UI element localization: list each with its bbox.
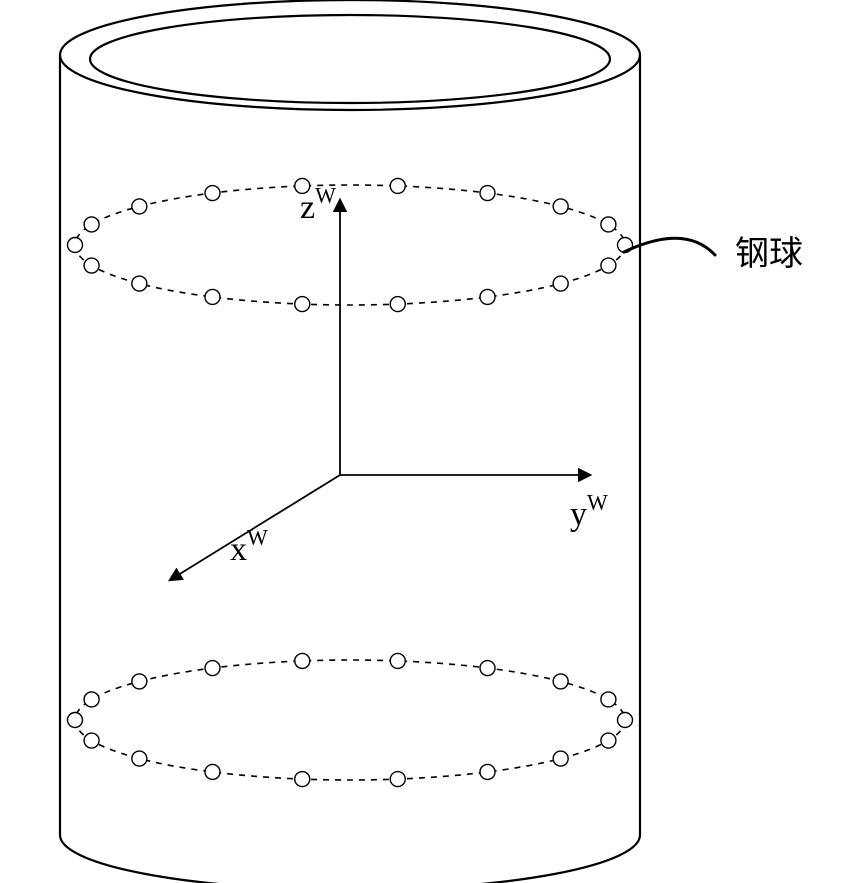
steel-bead bbox=[295, 653, 310, 668]
callout-leader bbox=[624, 238, 715, 255]
steel-bead bbox=[601, 258, 616, 273]
steel-bead bbox=[553, 276, 568, 291]
steel-bead bbox=[132, 751, 147, 766]
steel-bead bbox=[601, 217, 616, 232]
diagram-canvas: zW yW xW 钢球 bbox=[0, 0, 845, 883]
callout-label: 钢球 bbox=[735, 236, 803, 273]
steel-bead bbox=[601, 733, 616, 748]
steel-bead bbox=[480, 186, 495, 201]
steel-bead bbox=[84, 258, 99, 273]
steel-bead bbox=[295, 297, 310, 312]
steel-bead bbox=[390, 297, 405, 312]
steel-bead bbox=[295, 772, 310, 787]
steel-bead bbox=[84, 217, 99, 232]
steel-bead bbox=[84, 733, 99, 748]
steel-bead bbox=[553, 751, 568, 766]
bead-rings bbox=[68, 178, 633, 786]
steel-bead bbox=[601, 692, 616, 707]
y-axis-label: yW bbox=[570, 490, 608, 533]
steel-bead bbox=[390, 772, 405, 787]
steel-bead bbox=[553, 674, 568, 689]
steel-bead bbox=[132, 276, 147, 291]
coordinate-axes: zW yW xW bbox=[170, 183, 608, 580]
steel-bead bbox=[205, 661, 220, 676]
steel-bead bbox=[480, 289, 495, 304]
steel-bead bbox=[205, 764, 220, 779]
steel-bead bbox=[618, 713, 633, 728]
steel-bead bbox=[132, 199, 147, 214]
steel-bead bbox=[205, 289, 220, 304]
steel-bead bbox=[553, 199, 568, 214]
z-axis-label: zW bbox=[300, 183, 336, 226]
bead-ring-ellipse bbox=[75, 185, 625, 305]
steel-bead bbox=[205, 186, 220, 201]
steel-bead bbox=[84, 692, 99, 707]
steel-bead bbox=[390, 178, 405, 193]
steel-bead bbox=[68, 238, 83, 253]
steel-bead bbox=[390, 653, 405, 668]
steel-bead bbox=[68, 713, 83, 728]
callout: 钢球 bbox=[624, 236, 803, 273]
steel-bead bbox=[132, 674, 147, 689]
steel-bead bbox=[480, 661, 495, 676]
x-axis-label: xW bbox=[230, 525, 268, 568]
cylinder-outline bbox=[60, 0, 640, 883]
bead-ring-ellipse bbox=[75, 660, 625, 780]
steel-bead bbox=[480, 764, 495, 779]
